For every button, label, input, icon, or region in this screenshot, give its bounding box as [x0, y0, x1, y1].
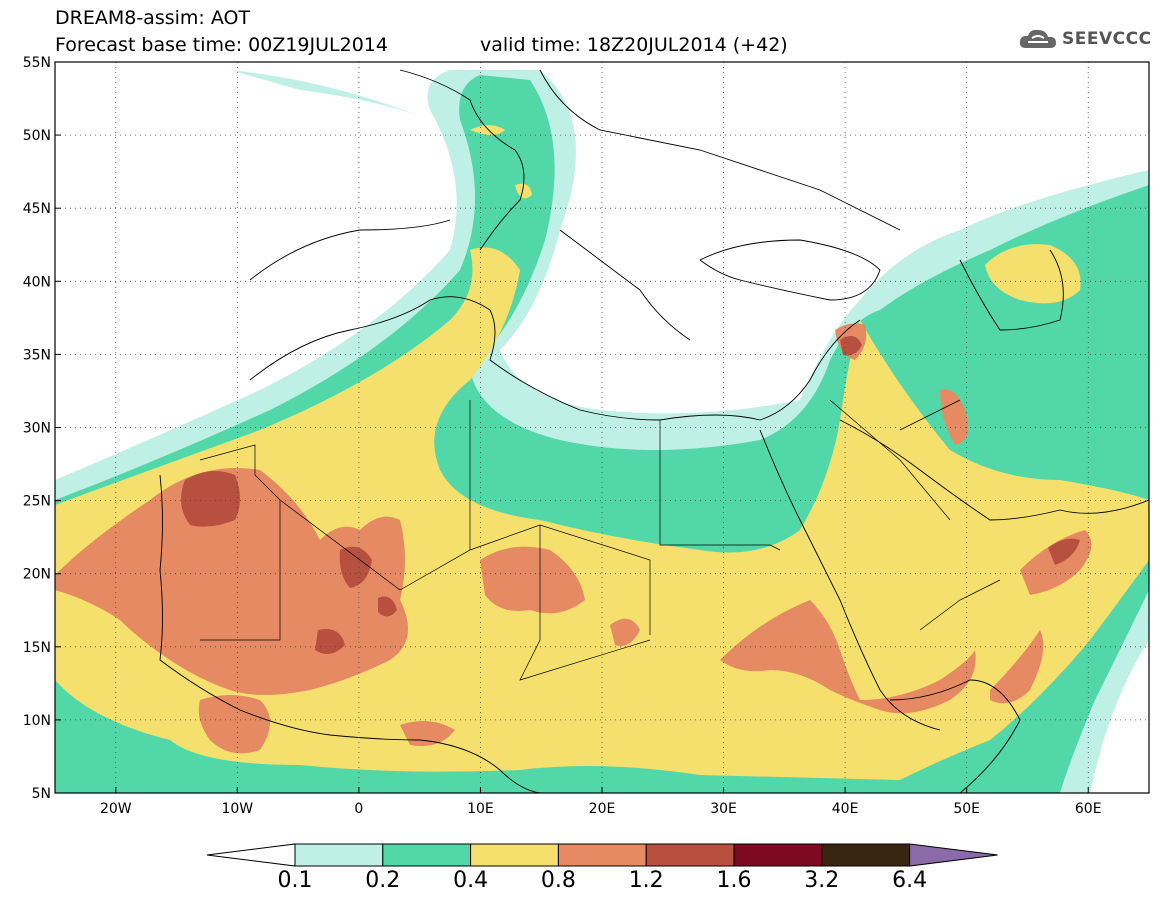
lat-tick-label: 40N — [23, 274, 51, 290]
colorbar-boxes — [206, 843, 998, 867]
map-title: DREAM8-assim: AOT — [55, 7, 251, 29]
axis-ticks: 55N 50N 45N 40N 35N 30N 25N 20N 15N 10N 5N 20W 10W 0 1… — [23, 55, 1102, 817]
colorbar-box — [382, 843, 472, 867]
colorbar-label: 0.4 — [453, 868, 489, 893]
lon-tick-label: 30E — [710, 801, 737, 817]
logo-text: SEEVCCC — [1062, 29, 1152, 49]
lon-tick-label: 10E — [467, 801, 494, 817]
colorbar-label: 0.8 — [540, 868, 576, 893]
colorbar-label: 0.2 — [365, 868, 401, 893]
forecast-base-time: Forecast base time: 00Z19JUL2014 — [55, 34, 388, 56]
colorbar-box — [821, 843, 911, 867]
aot-band-1.2 — [181, 336, 1080, 654]
lon-tick-label: 40E — [832, 801, 859, 817]
country-borders — [199, 399, 1001, 681]
colorbar-label: 0.1 — [277, 868, 313, 893]
lon-tick-label: 60E — [1075, 801, 1102, 817]
colorbar-label: 1.2 — [628, 868, 664, 893]
colorbar-over-arrow — [909, 843, 998, 867]
lon-tick-label: 20E — [589, 801, 616, 817]
lon-tick-label: 10W — [221, 801, 253, 817]
lat-tick-label: 5N — [32, 786, 51, 802]
colorbar-box — [294, 843, 384, 867]
lat-tick-label: 25N — [23, 494, 51, 510]
colorbar-box — [645, 843, 735, 867]
lat-tick-label: 35N — [23, 347, 51, 363]
cloud-icon — [1019, 29, 1056, 48]
colorbar-label: 1.6 — [716, 868, 752, 893]
lat-tick-label: 55N — [23, 55, 51, 71]
colorbar-label: 6.4 — [892, 868, 928, 893]
lat-tick-label: 50N — [23, 128, 51, 144]
lat-tick-label: 45N — [23, 201, 51, 217]
valid-time: valid time: 18Z20JUL2014 (+42) — [480, 34, 788, 56]
colorbar-box — [557, 843, 647, 867]
colorbar-box — [470, 843, 559, 867]
lat-tick-label: 20N — [23, 567, 51, 583]
lon-tick-label: 50E — [953, 801, 980, 817]
colorbar-label: 3.2 — [804, 868, 840, 893]
lat-tick-label: 10N — [23, 713, 51, 729]
lon-tick-label: 20W — [100, 801, 132, 817]
colorbar-box — [733, 843, 823, 867]
colorbar-under-arrow — [206, 843, 296, 867]
graticule — [55, 62, 1149, 793]
coastlines — [159, 69, 1149, 793]
lat-tick-label: 15N — [23, 640, 51, 656]
seevccc-logo: SEEVCCC — [1018, 24, 1152, 54]
lat-tick-label: 30N — [23, 421, 51, 437]
lon-tick-label: 0 — [354, 801, 363, 817]
